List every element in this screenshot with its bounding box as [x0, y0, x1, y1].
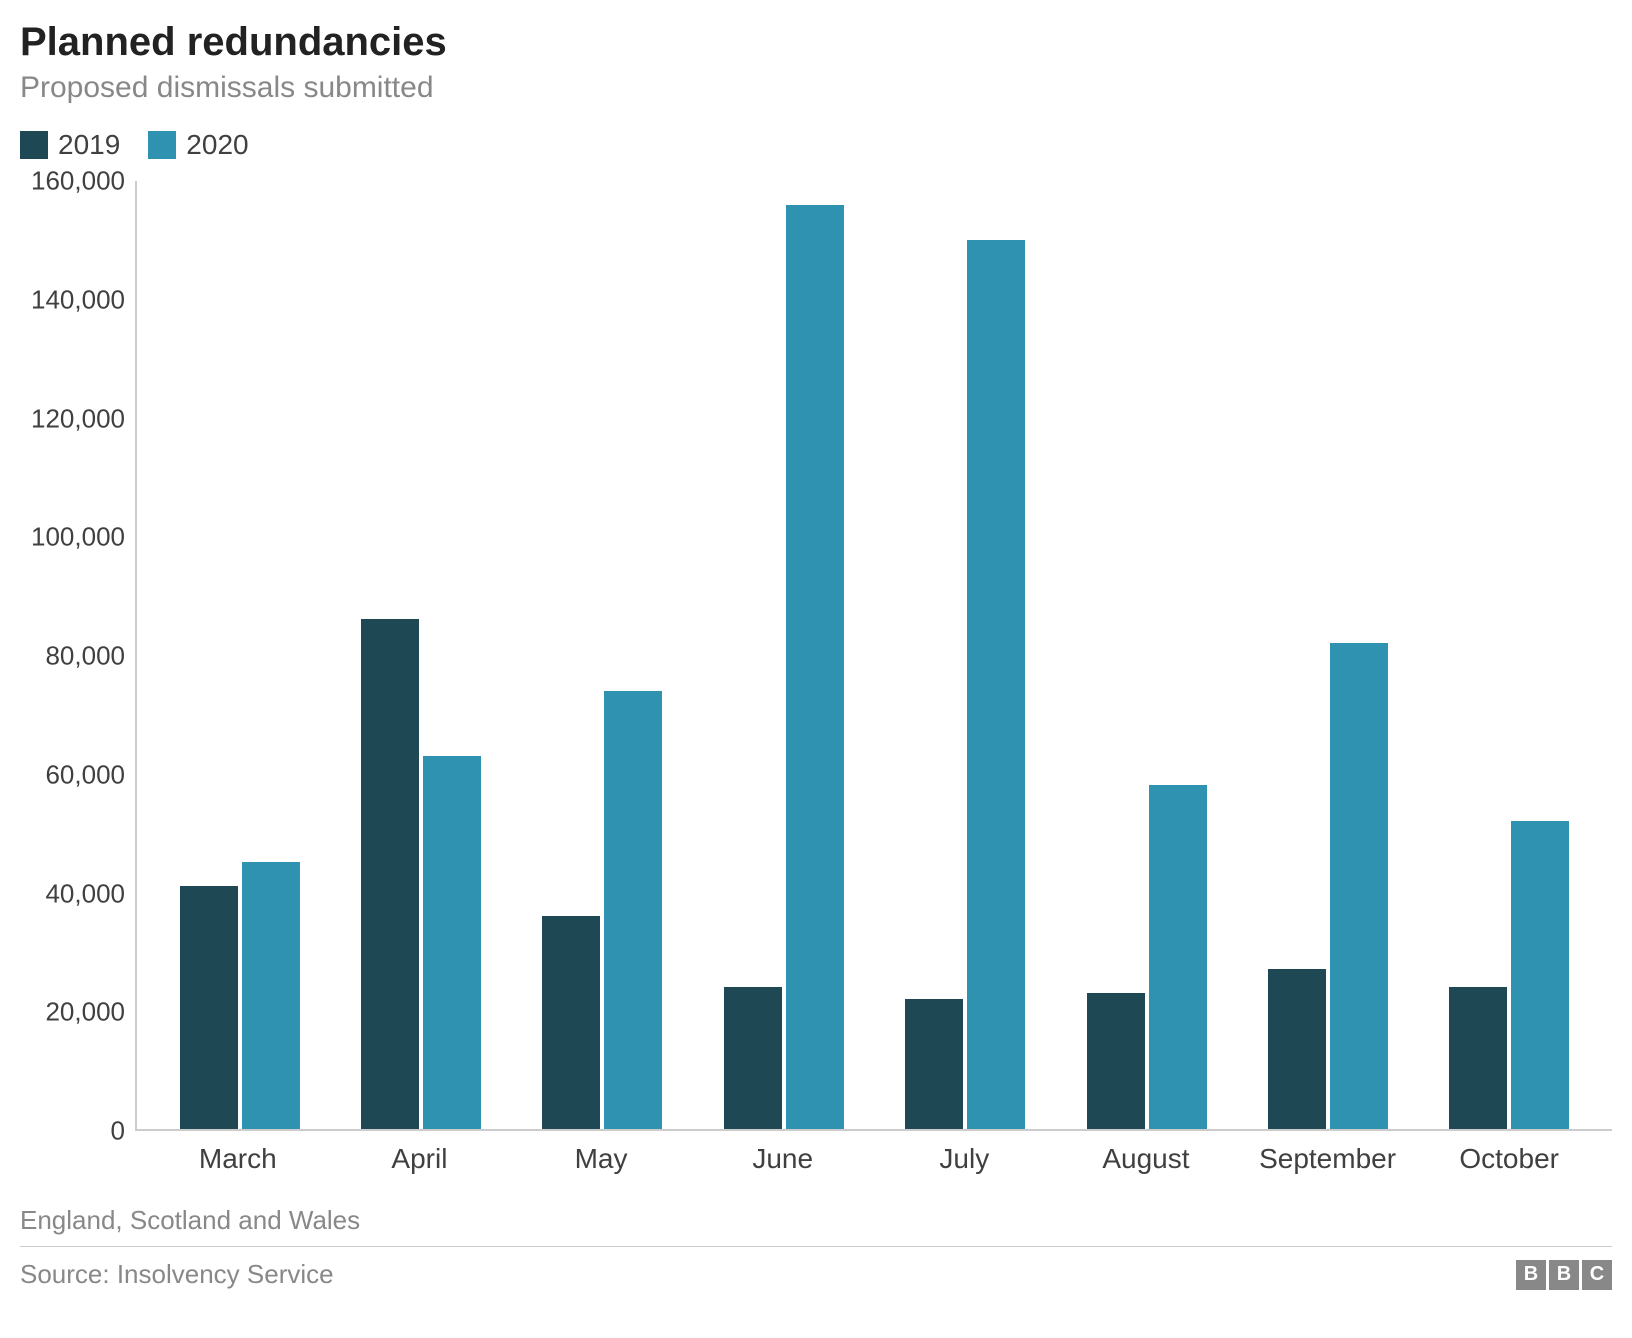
x-tick-label: July — [874, 1131, 1056, 1175]
legend-item-2020: 2020 — [148, 129, 248, 161]
bar-2019 — [1087, 993, 1145, 1129]
bar-group — [1419, 181, 1600, 1129]
chart-title: Planned redundancies — [20, 20, 1612, 65]
y-tick-label: 80,000 — [45, 641, 125, 672]
chart-subtitle: Proposed dismissals submitted — [20, 71, 1612, 105]
bar-group — [512, 181, 693, 1129]
bbc-block-b1: B — [1516, 1260, 1546, 1290]
y-tick-label: 160,000 — [31, 166, 125, 197]
x-tick-label: May — [510, 1131, 692, 1175]
bar-2020 — [604, 691, 662, 1129]
bar-group — [875, 181, 1056, 1129]
bar-2020 — [1149, 785, 1207, 1129]
bar-2019 — [1449, 987, 1507, 1129]
bar-2019 — [1268, 969, 1326, 1129]
bar-group — [330, 181, 511, 1129]
chart-body — [135, 181, 1612, 1131]
y-tick-label: 100,000 — [31, 522, 125, 553]
bbc-block-b2: B — [1549, 1260, 1579, 1290]
bar-2019 — [361, 619, 419, 1129]
x-tick-label: October — [1418, 1131, 1600, 1175]
bar-2020 — [242, 862, 300, 1129]
y-tick-label: 140,000 — [31, 284, 125, 315]
x-tick-label: April — [329, 1131, 511, 1175]
plot-area: 020,00040,00060,00080,000100,000120,0001… — [20, 181, 1612, 1131]
bar-group — [693, 181, 874, 1129]
bar-2020 — [1330, 643, 1388, 1129]
x-tick-label: September — [1237, 1131, 1419, 1175]
y-axis: 020,00040,00060,00080,000100,000120,0001… — [20, 181, 135, 1131]
footer-note: England, Scotland and Wales — [20, 1205, 1612, 1236]
x-tick-label: March — [147, 1131, 329, 1175]
bar-2020 — [1511, 821, 1569, 1129]
bbc-logo: B B C — [1516, 1260, 1612, 1290]
y-tick-label: 40,000 — [45, 878, 125, 909]
x-tick-label: June — [692, 1131, 874, 1175]
legend-swatch-2019 — [20, 131, 48, 159]
bbc-block-c: C — [1582, 1260, 1612, 1290]
legend: 2019 2020 — [20, 129, 1612, 161]
chart-container: Planned redundancies Proposed dismissals… — [20, 20, 1612, 1318]
y-tick-label: 120,000 — [31, 403, 125, 434]
source-text: Source: Insolvency Service — [20, 1259, 334, 1290]
bar-2019 — [724, 987, 782, 1129]
y-tick-label: 20,000 — [45, 997, 125, 1028]
legend-label-2019: 2019 — [58, 129, 120, 161]
x-tick-label: August — [1055, 1131, 1237, 1175]
bar-2019 — [542, 916, 600, 1129]
source-bar: Source: Insolvency Service B B C — [20, 1246, 1612, 1290]
bar-group — [1056, 181, 1237, 1129]
legend-swatch-2020 — [148, 131, 176, 159]
bar-group — [149, 181, 330, 1129]
bar-2020 — [967, 240, 1025, 1129]
bar-2019 — [180, 886, 238, 1129]
x-axis: MarchAprilMayJuneJulyAugustSeptemberOcto… — [135, 1131, 1612, 1175]
bar-group — [1237, 181, 1418, 1129]
y-tick-label: 60,000 — [45, 759, 125, 790]
y-tick-label: 0 — [111, 1116, 125, 1147]
bar-2020 — [786, 205, 844, 1129]
bar-2019 — [905, 999, 963, 1129]
legend-label-2020: 2020 — [186, 129, 248, 161]
bar-2020 — [423, 756, 481, 1129]
bars-area — [137, 181, 1612, 1129]
legend-item-2019: 2019 — [20, 129, 120, 161]
